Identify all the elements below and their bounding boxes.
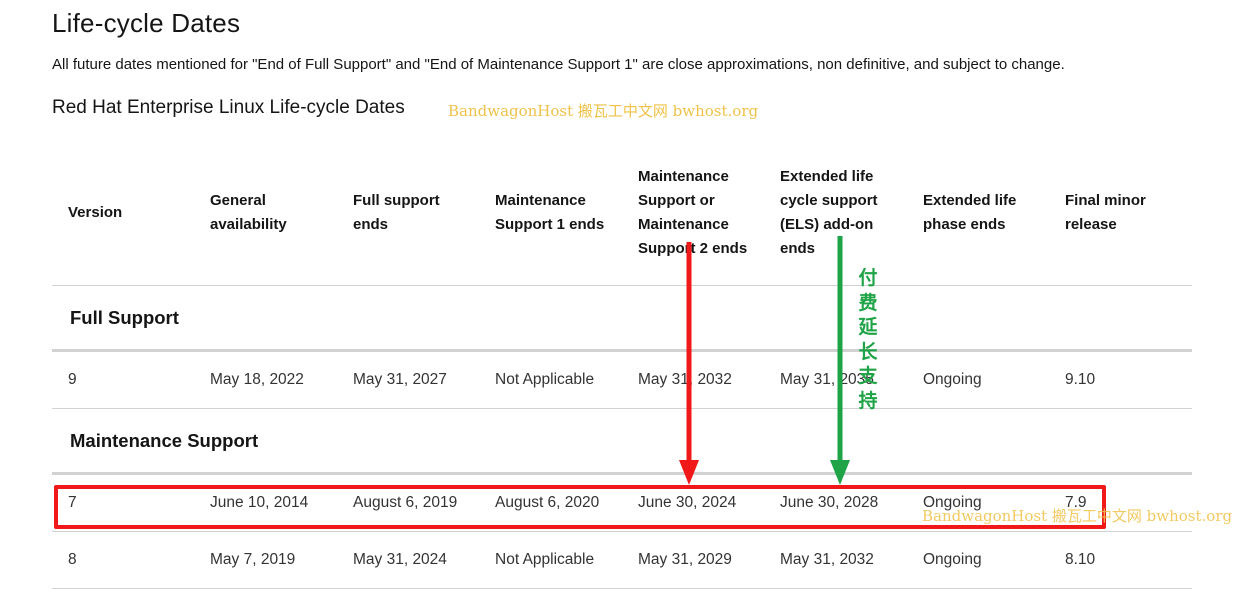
table-cell: May 31, 2032 <box>622 350 764 409</box>
section-title: Red Hat Enterprise Linux Life-cycle Date… <box>52 97 405 118</box>
table-cell-version: 9 <box>52 350 194 409</box>
watermark-top: BandwagonHost 搬瓦工中文网 bwhost.org <box>448 102 759 120</box>
table-cell: 8.10 <box>1049 531 1192 589</box>
table-cell: June 10, 2014 <box>194 473 337 532</box>
header-els-addon-ends: Extended life cycle support (ELS) add-on… <box>764 140 907 286</box>
group-label: Full Support <box>52 285 1192 352</box>
header-version: Version <box>52 140 194 286</box>
table-row: 9 May 18, 2022 May 31, 2027 Not Applicab… <box>52 350 1192 409</box>
table-cell-version: 8 <box>52 531 194 589</box>
table-cell: 9.10 <box>1049 350 1192 409</box>
group-row-full-support: Full Support <box>52 285 1192 352</box>
watermark-bottom: BandwagonHost 搬瓦工中文网 bwhost.org <box>922 507 1233 525</box>
header-extended-life-phase-ends: Extended life phase ends <box>907 140 1049 286</box>
table-cell: May 31, 2032 <box>764 531 907 589</box>
table-cell: May 18, 2022 <box>194 350 337 409</box>
header-final-minor-release: Final minor release <box>1049 140 1192 286</box>
red-arrow-annotation <box>679 242 699 485</box>
annotation-char: 长 <box>858 340 878 363</box>
disclaimer-text: All future dates mentioned for "End of F… <box>52 56 1065 73</box>
header-maintenance-support-2-ends: Maintenance Support or Maintenance Suppo… <box>622 140 764 286</box>
annotation-char: 支 <box>858 365 878 387</box>
table-cell: June 30, 2028 <box>764 473 907 532</box>
table-cell: Not Applicable <box>479 350 622 409</box>
table-cell: August 6, 2019 <box>337 473 479 532</box>
table-cell: Ongoing <box>907 350 1049 409</box>
table-cell: May 31, 2024 <box>337 531 479 589</box>
annotation-char: 延 <box>858 316 878 338</box>
table-cell: June 30, 2024 <box>622 473 764 532</box>
red-arrow-shaft <box>686 242 692 464</box>
green-arrow-annotation <box>830 236 850 485</box>
group-row-maintenance-support: Maintenance Support <box>52 408 1192 475</box>
table-cell-version: 7 <box>52 473 194 532</box>
red-arrow-head <box>679 460 699 485</box>
page-title: Life-cycle Dates <box>52 8 241 38</box>
table-cell: Not Applicable <box>479 531 622 589</box>
table-cell: May 31, 2029 <box>622 531 764 589</box>
table-cell: 7.9 <box>1049 473 1192 532</box>
table-cell: Ongoing <box>907 473 1049 532</box>
annotation-char: 付 <box>858 267 878 289</box>
table-cell: May 7, 2019 <box>194 531 337 589</box>
green-arrow-head <box>830 460 850 485</box>
header-general-availability: General availability <box>194 140 337 286</box>
green-arrow-shaft <box>837 236 843 464</box>
table-cell: May 31, 2035 <box>764 350 907 409</box>
header-maintenance-support-1-ends: Maintenance Support 1 ends <box>479 140 622 286</box>
table-row: 8 May 7, 2019 May 31, 2024 Not Applicabl… <box>52 531 1192 589</box>
lifecycle-table: Version General availability Full suppor… <box>52 140 1192 589</box>
table-cell: May 31, 2027 <box>337 350 479 409</box>
header-full-support-ends: Full support ends <box>337 140 479 286</box>
table-row: 7 June 10, 2014 August 6, 2019 August 6,… <box>52 473 1192 532</box>
table-cell: August 6, 2020 <box>479 473 622 532</box>
table-header-row: Version General availability Full suppor… <box>52 140 1192 286</box>
annotation-char: 持 <box>858 389 878 412</box>
paid-extended-support-annotation: 付 费 延 长 支 持 <box>856 266 880 413</box>
table-cell: Ongoing <box>907 531 1049 589</box>
group-label: Maintenance Support <box>52 408 1192 475</box>
annotation-char: 费 <box>858 291 878 314</box>
